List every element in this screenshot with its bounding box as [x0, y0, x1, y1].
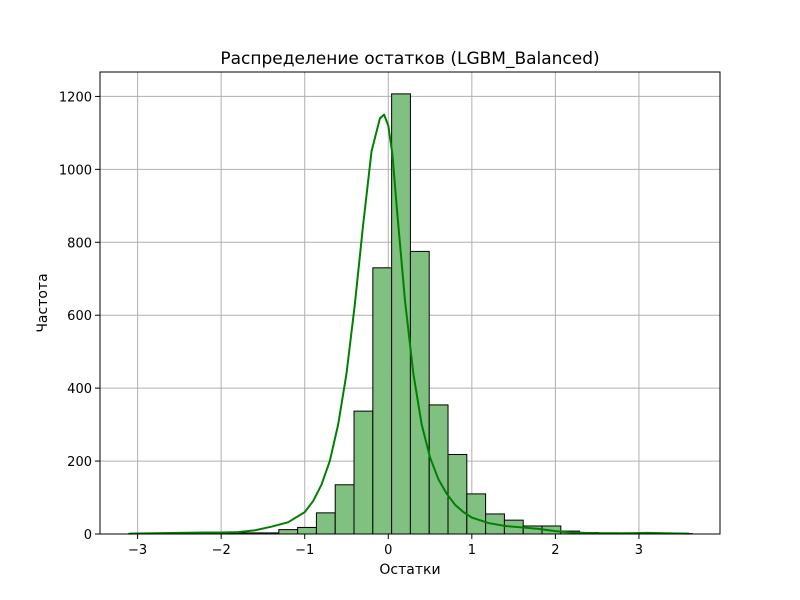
kde-curve-group [129, 113, 690, 535]
y-tick-label: 600 [67, 309, 92, 324]
histogram-bar [334, 484, 355, 535]
y-tick-label: 200 [67, 455, 92, 470]
histogram-bar [466, 493, 487, 535]
y-tick-label: 1200 [59, 90, 92, 105]
x-tick-label: 0 [384, 543, 392, 558]
histogram-bar [447, 454, 468, 535]
x-tick-label: 2 [551, 543, 559, 558]
y-tick-label: 1000 [59, 163, 92, 178]
x-axis-label: Остатки [379, 562, 440, 578]
y-axis-label: Частота [35, 273, 51, 332]
histogram-bar [353, 410, 374, 535]
x-tick-label: 1 [468, 543, 476, 558]
x-tick-label: −2 [212, 543, 231, 558]
kde-curve [129, 113, 690, 535]
x-tick-label: −3 [128, 543, 147, 558]
histogram-bar [409, 250, 430, 535]
y-axis-ticks: 0 200 400 600 800 1000 1200 [59, 90, 100, 543]
chart-title: Распределение остатков (LGBM_Balanced) [220, 49, 599, 69]
histogram-bar [278, 529, 299, 535]
y-tick-label: 800 [67, 236, 92, 251]
plot-frame [99, 71, 721, 535]
x-axis-ticks: −3 −2 −1 0 1 2 3 [128, 534, 643, 558]
histogram-bar [315, 512, 336, 535]
histogram-bar [428, 404, 449, 535]
y-tick-label: 400 [67, 382, 92, 397]
x-tick-label: −1 [295, 543, 314, 558]
x-tick-label: 3 [635, 543, 643, 558]
y-tick-label: 0 [84, 528, 92, 543]
histogram-bar [391, 93, 411, 535]
histogram-bar [297, 526, 317, 535]
histogram-bar [372, 267, 393, 535]
